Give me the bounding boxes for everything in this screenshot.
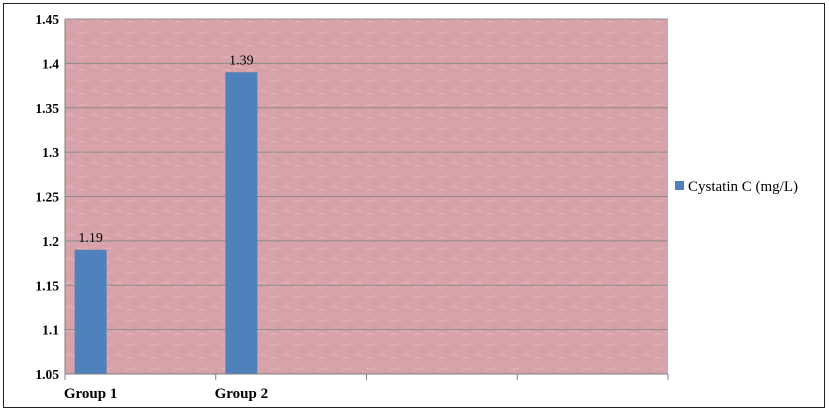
y-tick-label: 1.35 xyxy=(35,101,59,116)
y-axis-ticks: 1.05 1.1 1.15 1.2 1.25 1.3 1.35 1.4 1.45 xyxy=(35,12,59,382)
y-tick-label: 1.45 xyxy=(35,12,59,27)
chart-frame: 1.05 1.1 1.15 1.2 1.25 1.3 1.35 1.4 1.45 Group 1… xyxy=(3,3,825,408)
legend-label: Cystatin C (mg/L) xyxy=(688,179,798,195)
data-label: 1.19 xyxy=(78,231,103,246)
legend-swatch xyxy=(675,181,684,190)
bar-chart: 1.05 1.1 1.15 1.2 1.25 1.3 1.35 1.4 1.45 Group 1… xyxy=(4,4,829,416)
y-tick-label: 1.05 xyxy=(35,367,59,382)
y-tick-label: 1.2 xyxy=(42,234,59,249)
x-tick-label: Group 2 xyxy=(215,386,269,402)
y-tick-label: 1.4 xyxy=(42,56,59,71)
y-tick-label: 1.25 xyxy=(35,190,59,205)
y-tick-label: 1.1 xyxy=(42,323,59,338)
x-axis-ticks: Group 1 Group 2 xyxy=(64,386,268,402)
legend: Cystatin C (mg/L) xyxy=(675,179,798,195)
bar xyxy=(225,72,257,374)
y-tick-label: 1.15 xyxy=(35,278,59,293)
data-label: 1.39 xyxy=(229,53,254,68)
x-tick-label: Group 1 xyxy=(64,386,118,402)
y-tick-label: 1.3 xyxy=(42,145,59,160)
bar xyxy=(75,250,107,374)
